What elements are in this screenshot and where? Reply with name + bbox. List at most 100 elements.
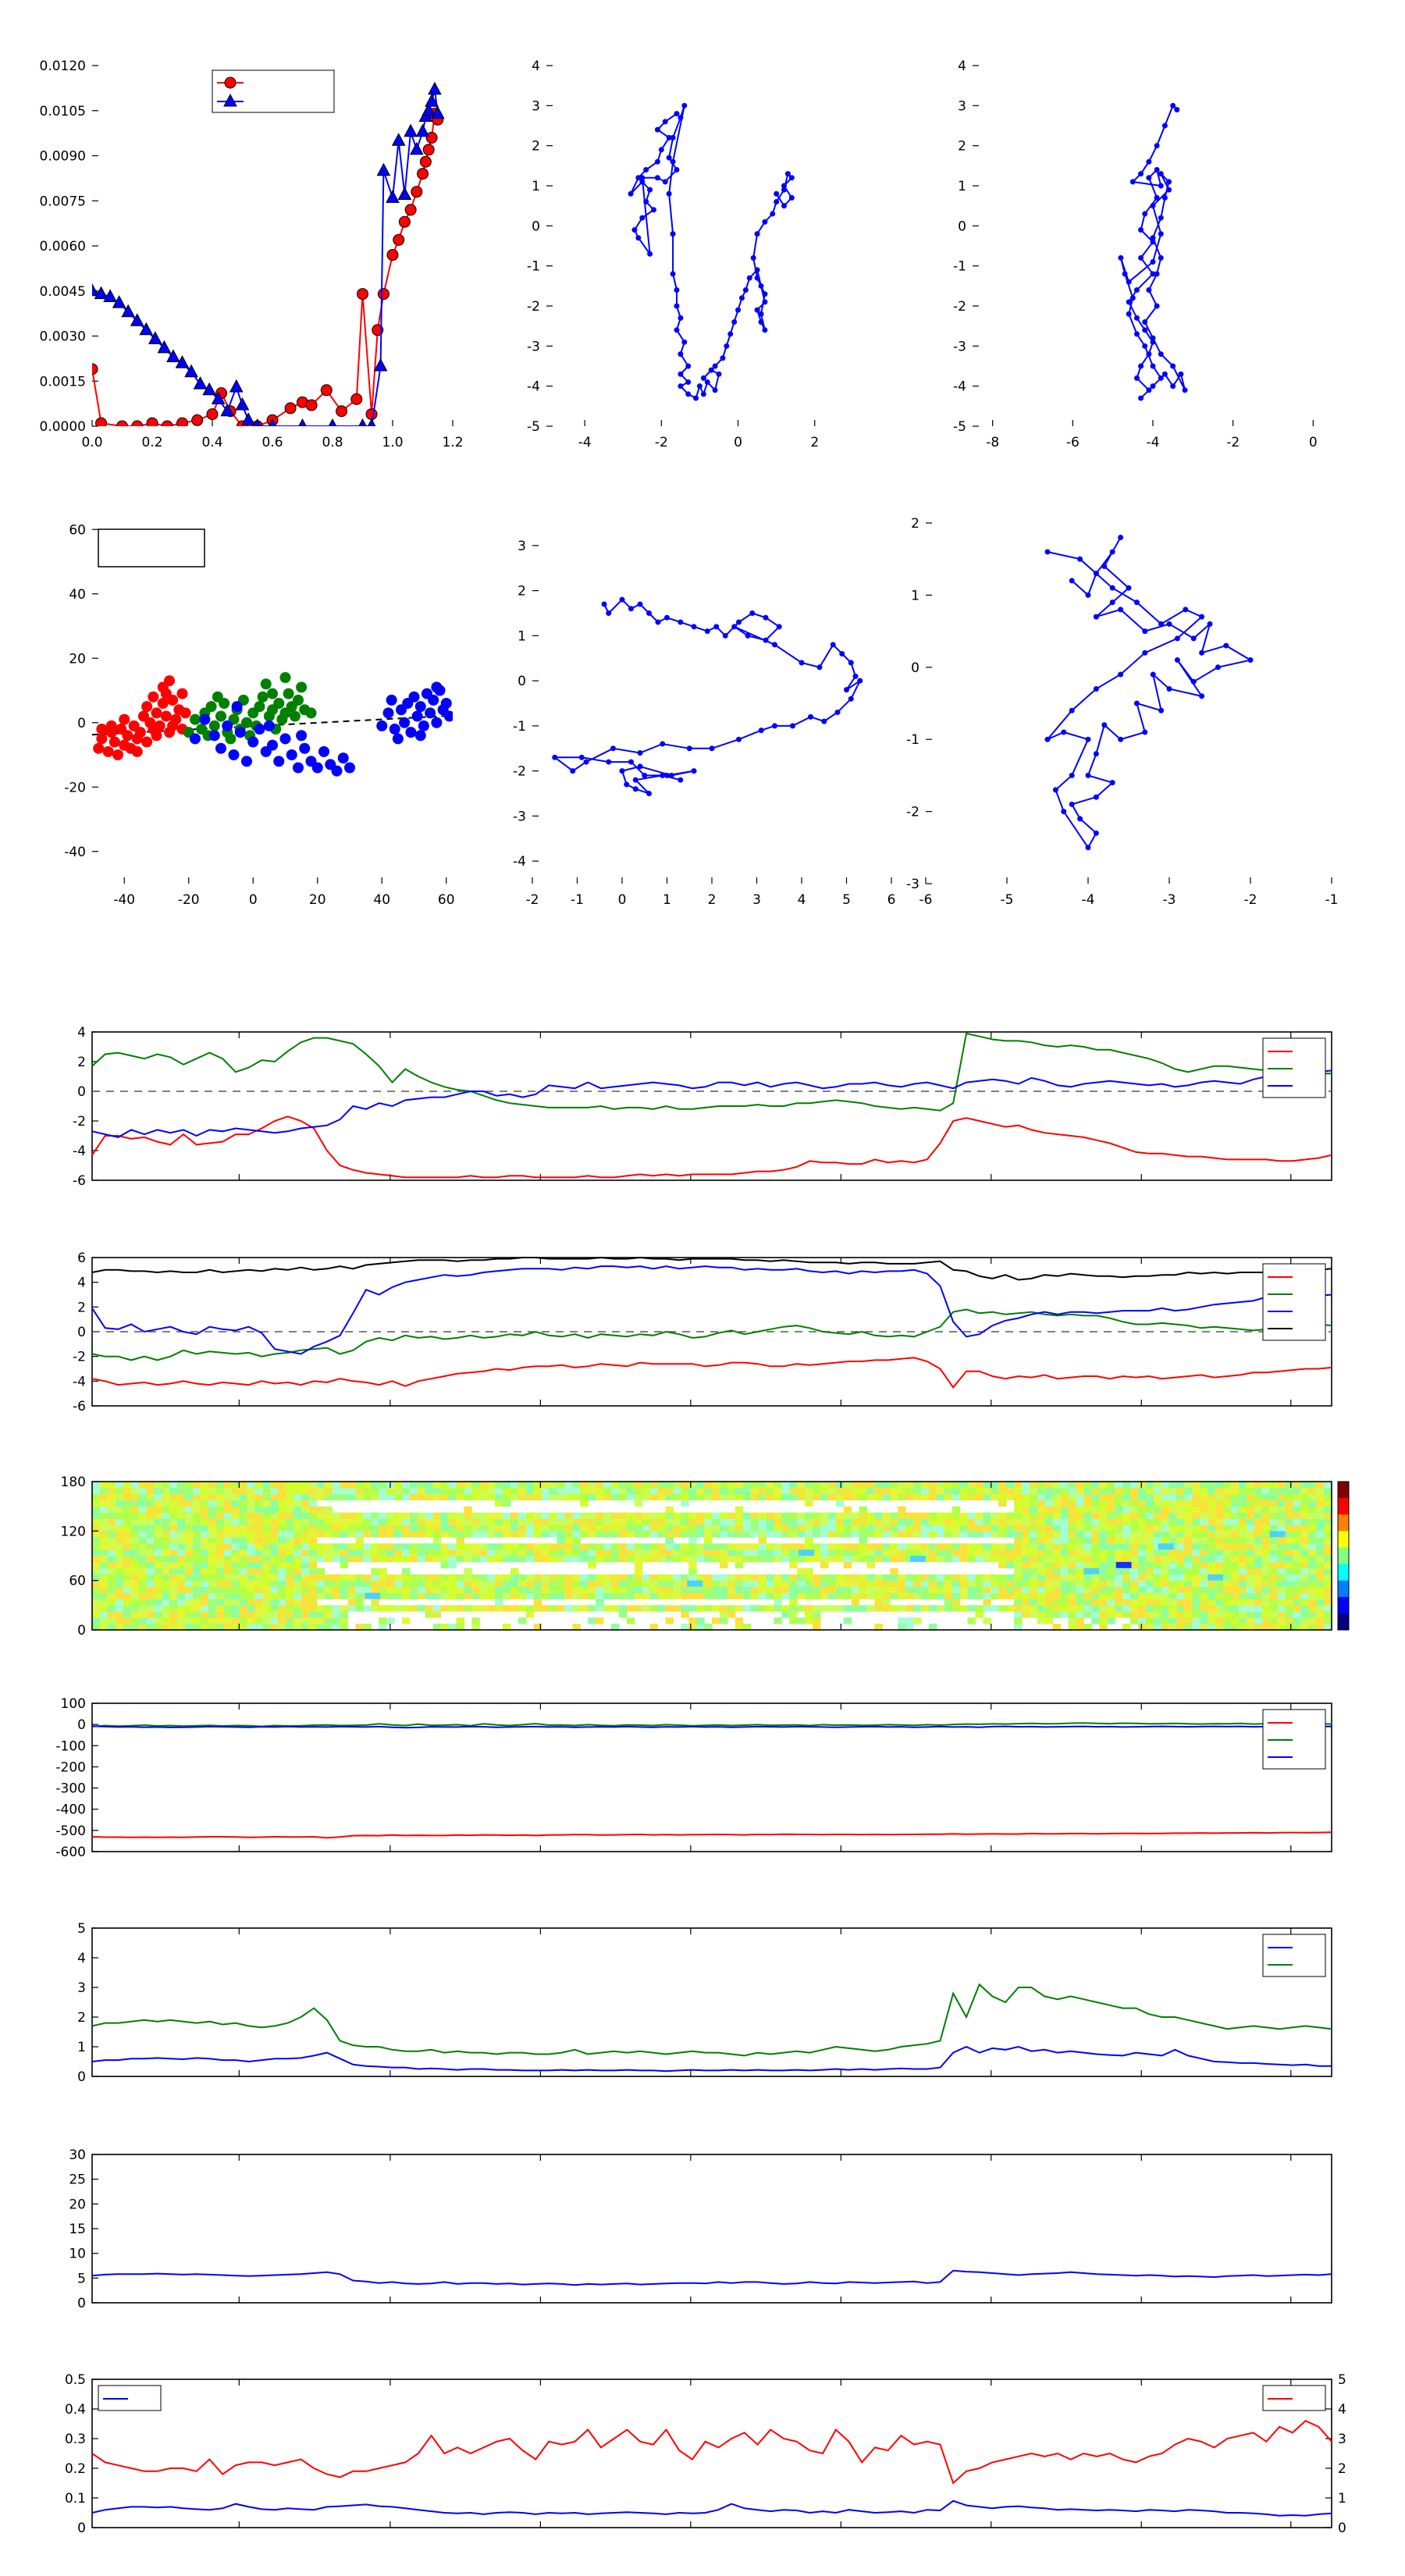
heatmap-cell — [154, 1556, 162, 1563]
heatmap-cell — [425, 1487, 434, 1495]
heatmap-cell — [448, 1487, 457, 1495]
y-tick-label: 20 — [69, 2197, 86, 2212]
heatmap-cell — [1060, 1592, 1069, 1599]
heatmap-cell — [239, 1482, 248, 1489]
heatmap-cell — [1145, 1574, 1154, 1582]
heatmap-cell — [688, 1512, 697, 1519]
data-point — [1109, 549, 1115, 555]
heatmap-cell — [247, 1567, 255, 1575]
heatmap-cell — [921, 1525, 930, 1532]
heatmap-cell — [813, 1512, 821, 1519]
heatmap-cell — [673, 1580, 681, 1587]
heatmap-cell — [394, 1493, 403, 1501]
heatmap-cell — [193, 1487, 201, 1495]
data-point — [344, 762, 355, 774]
heatmap-cell — [503, 1556, 511, 1563]
data-point — [289, 710, 301, 722]
heatmap-cell — [859, 1482, 868, 1489]
x-tick-label: 0.2 — [141, 435, 162, 450]
heatmap-cell — [967, 1512, 976, 1519]
data-point — [1101, 722, 1108, 728]
data-point — [678, 383, 684, 390]
heatmap-cell — [1029, 1506, 1038, 1513]
heatmap-cell — [928, 1487, 937, 1495]
heatmap-cell — [215, 1611, 225, 1618]
heatmap-cell — [1223, 1624, 1232, 1631]
heatmap-cell — [1099, 1556, 1108, 1563]
y-tick-label: 0 — [958, 219, 966, 234]
heatmap-cell — [1130, 1592, 1139, 1599]
heatmap-cell — [688, 1605, 697, 1612]
heatmap-cell — [301, 1624, 310, 1631]
heatmap-cell — [1277, 1500, 1286, 1507]
heatmap-cell — [820, 1525, 829, 1532]
data-point — [299, 742, 311, 754]
heatmap-cell — [1316, 1580, 1325, 1587]
heatmap-cell — [1208, 1586, 1216, 1593]
heatmap-cell — [1208, 1574, 1224, 1581]
heatmap-cell — [1014, 1543, 1023, 1550]
heatmap-cell — [1293, 1567, 1301, 1575]
heatmap-cell — [1022, 1605, 1030, 1612]
heatmap-cell — [270, 1493, 279, 1501]
heatmap-cell — [525, 1605, 535, 1612]
heatmap-cell — [1107, 1500, 1115, 1507]
heatmap-cell — [898, 1518, 906, 1525]
heatmap-cell — [518, 1556, 527, 1563]
heatmap-cell — [1254, 1574, 1263, 1582]
heatmap-cell — [340, 1543, 349, 1550]
data-point — [440, 698, 452, 709]
heatmap-cell — [1153, 1580, 1162, 1587]
heatmap-cell — [456, 1624, 464, 1631]
heatmap-cell — [1153, 1543, 1162, 1550]
heatmap-cell — [820, 1487, 829, 1495]
plot-frame-bgse — [91, 1031, 1332, 1181]
heatmap-cell — [154, 1624, 162, 1631]
heatmap-cell — [123, 1482, 132, 1489]
heatmap-cell — [278, 1611, 286, 1618]
y-tick-label: -1 — [906, 732, 919, 748]
heatmap-cell — [1068, 1512, 1077, 1519]
heatmap-cell — [890, 1512, 898, 1519]
data-point — [220, 403, 235, 417]
heatmap-cell — [704, 1512, 713, 1519]
heatmap-cell — [727, 1550, 736, 1557]
heatmap-cell — [1076, 1500, 1084, 1507]
heatmap-cell — [107, 1518, 116, 1525]
heatmap-cell — [1014, 1482, 1023, 1489]
heatmap-cell — [533, 1592, 542, 1599]
heatmap-cell — [843, 1550, 852, 1557]
heatmap-cell — [719, 1605, 728, 1612]
heatmap-cell — [208, 1624, 217, 1631]
heatmap-cell — [471, 1624, 480, 1631]
heatmap-cell — [1269, 1487, 1279, 1495]
heatmap-cell — [735, 1617, 744, 1624]
heatmap-cell — [688, 1586, 697, 1593]
heatmap-cell — [742, 1550, 752, 1557]
heatmap-cell — [719, 1561, 728, 1569]
heatmap-cell — [130, 1556, 140, 1563]
heatmap-cell — [1153, 1611, 1162, 1618]
heatmap-cell — [177, 1599, 186, 1606]
heatmap-cell — [495, 1482, 503, 1489]
heatmap-cell — [231, 1525, 240, 1532]
heatmap-cell — [843, 1592, 852, 1599]
heatmap-cell — [1277, 1592, 1286, 1599]
heatmap-cell — [254, 1543, 263, 1550]
heatmap-cell — [533, 1605, 542, 1612]
data-point — [1170, 363, 1176, 369]
heatmap-cell — [1261, 1518, 1271, 1525]
heatmap-cell — [146, 1512, 155, 1519]
heatmap-cell — [1316, 1512, 1325, 1519]
heatmap-cell — [959, 1550, 969, 1557]
heatmap-cell — [1308, 1525, 1317, 1532]
heatmap-cell — [580, 1525, 589, 1532]
heatmap-cell — [789, 1599, 798, 1606]
heatmap-cell — [835, 1500, 845, 1507]
heatmap-cell — [1145, 1525, 1154, 1532]
heatmap-cell — [1254, 1586, 1263, 1593]
data-point — [260, 678, 272, 690]
heatmap-cell — [618, 1550, 628, 1557]
heatmap-cell — [332, 1531, 341, 1538]
